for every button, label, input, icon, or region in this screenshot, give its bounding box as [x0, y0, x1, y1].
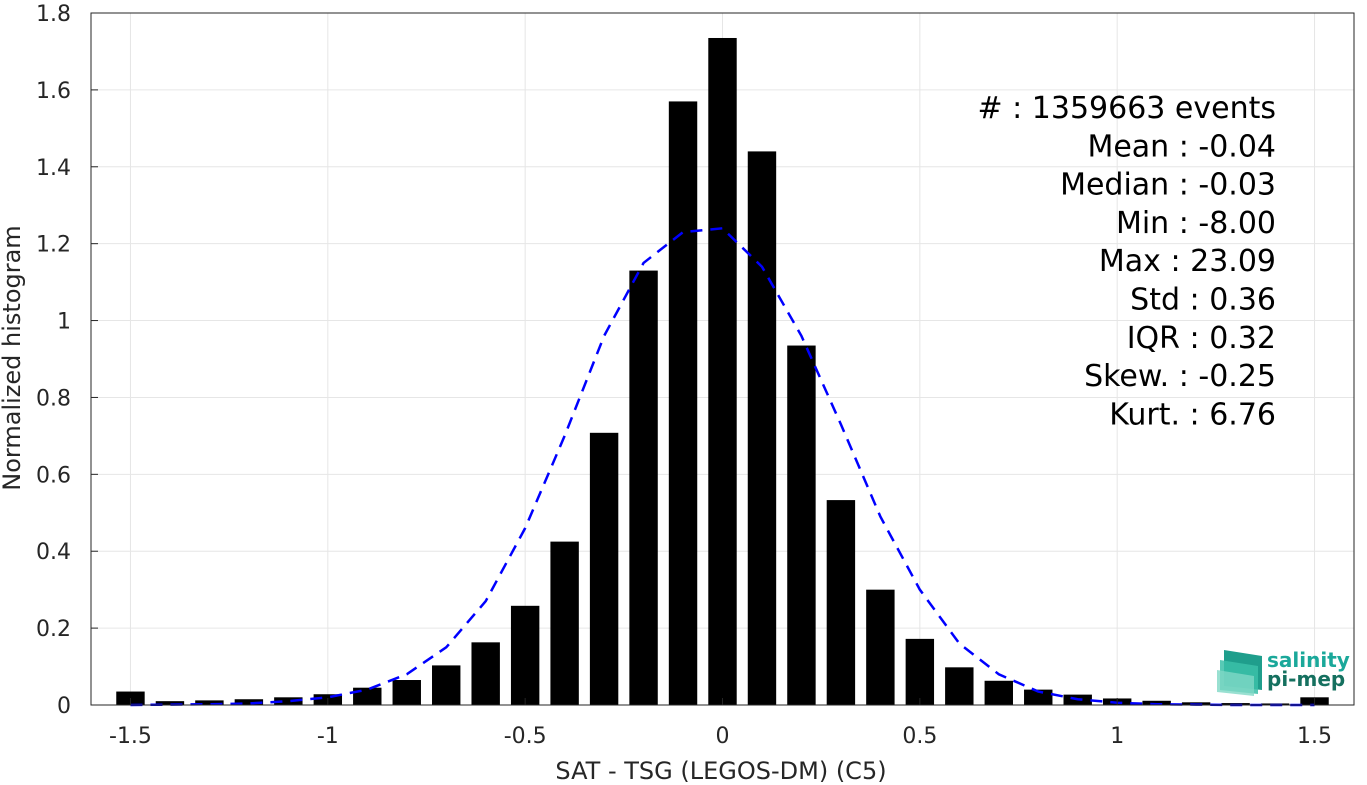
y-tick-label: 0	[57, 694, 71, 719]
x-tick-label: -0.5	[504, 724, 547, 749]
histogram-bar	[155, 701, 185, 705]
x-axis-label: SAT - TSG (LEGOS-DM) (C5)	[555, 757, 886, 785]
logo-line2: pi-mep	[1267, 667, 1345, 691]
stat-line: Std : 0.36	[1130, 283, 1276, 318]
histogram-bar	[392, 680, 421, 705]
histogram-bar	[747, 151, 777, 705]
histogram-bar	[195, 700, 224, 705]
x-axis-ticks: -1.5 -1 -0.5 0 0.5 1 1.5	[109, 698, 1332, 749]
histogram-bar	[905, 638, 935, 705]
y-tick-label: 1	[57, 310, 71, 335]
histogram-bar	[826, 500, 856, 705]
histogram-bar	[589, 432, 619, 705]
y-tick-label: 0.2	[36, 617, 71, 642]
histogram-bar	[629, 270, 658, 705]
y-tick-label: 1.4	[36, 156, 71, 181]
stat-line: Kurt. : 6.76	[1109, 397, 1276, 432]
logo-waves-icon	[1217, 650, 1262, 696]
histogram-bar	[1142, 700, 1171, 705]
histogram-bar	[787, 345, 816, 705]
stat-line: IQR : 0.32	[1127, 321, 1276, 356]
x-tick-label: 0	[716, 724, 730, 749]
histogram-bar	[1024, 689, 1053, 705]
y-tick-label: 1.6	[36, 79, 71, 104]
y-axis-ticks: 0 0.2 0.4 0.6 0.8 1 1.2 1.4 1.6 1.8	[36, 2, 98, 719]
histogram-bar	[432, 665, 461, 705]
stat-line: Skew. : -0.25	[1084, 359, 1276, 394]
salinity-pi-mep-logo: salinity pi-mep	[1217, 648, 1350, 696]
y-tick-label: 0.6	[36, 463, 71, 488]
x-tick-label: -1.5	[109, 724, 152, 749]
x-tick-label: 0.5	[902, 724, 937, 749]
histogram-bar	[234, 699, 264, 705]
y-tick-label: 0.8	[36, 386, 71, 411]
x-tick-label: 1.5	[1297, 724, 1332, 749]
histogram-bar	[708, 37, 737, 705]
histogram-bar	[984, 680, 1013, 705]
histogram-bar	[668, 101, 698, 705]
stat-line: # : 1359663 events	[977, 91, 1276, 126]
histogram-bar	[510, 605, 540, 705]
y-tick-label: 1.2	[36, 233, 71, 258]
y-axis-label: Normalized histogram	[0, 225, 26, 490]
histogram-bar	[274, 697, 303, 705]
logo-line1: salinity	[1267, 648, 1350, 672]
stat-line: Max : 23.09	[1099, 244, 1276, 279]
histogram-bar	[550, 541, 579, 705]
stat-line: Min : -8.00	[1116, 206, 1276, 241]
stat-line: Median : -0.03	[1060, 168, 1276, 203]
x-tick-label: -1	[317, 724, 339, 749]
histogram-bars	[116, 37, 1329, 705]
histogram-bar	[471, 642, 500, 705]
y-tick-label: 1.8	[36, 2, 71, 27]
histogram-bar	[945, 667, 974, 705]
histogram-bar	[866, 589, 895, 705]
stat-line: Mean : -0.04	[1087, 129, 1276, 164]
y-tick-label: 0.4	[36, 540, 71, 565]
x-tick-label: 1	[1110, 724, 1124, 749]
